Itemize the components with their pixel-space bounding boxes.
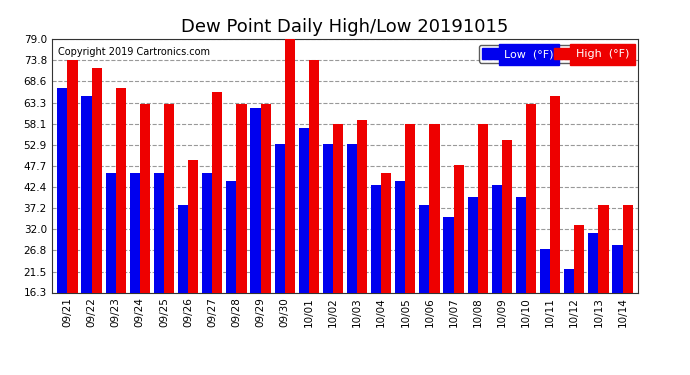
Bar: [81, 96, 92, 292]
Bar: [420, 205, 429, 292]
Bar: [395, 181, 405, 292]
Bar: [202, 172, 213, 292]
Bar: [275, 144, 285, 292]
Bar: [444, 217, 453, 292]
Bar: [213, 92, 222, 292]
Bar: [140, 104, 150, 292]
Bar: [550, 96, 560, 292]
Bar: [299, 128, 309, 292]
Bar: [429, 124, 440, 292]
Bar: [598, 205, 609, 292]
Bar: [250, 108, 261, 292]
Bar: [323, 144, 333, 292]
Bar: [130, 172, 140, 292]
Bar: [333, 124, 343, 292]
Bar: [574, 225, 584, 292]
Text: Copyright 2019 Cartronics.com: Copyright 2019 Cartronics.com: [58, 47, 210, 57]
Bar: [285, 35, 295, 292]
Bar: [477, 124, 488, 292]
Bar: [57, 88, 68, 292]
Bar: [453, 165, 464, 292]
Bar: [92, 68, 101, 292]
Title: Dew Point Daily High/Low 20191015: Dew Point Daily High/Low 20191015: [181, 18, 509, 36]
Bar: [237, 104, 246, 292]
Bar: [261, 104, 270, 292]
Bar: [613, 245, 622, 292]
Bar: [526, 104, 536, 292]
Bar: [589, 233, 598, 292]
Bar: [164, 104, 174, 292]
Bar: [492, 185, 502, 292]
Bar: [68, 60, 77, 292]
Bar: [188, 160, 198, 292]
Bar: [371, 185, 381, 292]
Bar: [106, 172, 116, 292]
Bar: [309, 60, 319, 292]
Bar: [468, 197, 477, 292]
Bar: [116, 88, 126, 292]
Bar: [502, 140, 512, 292]
Bar: [540, 249, 550, 292]
Legend: Low  (°F), High  (°F): Low (°F), High (°F): [479, 45, 633, 63]
Bar: [347, 144, 357, 292]
Bar: [622, 205, 633, 292]
Bar: [381, 172, 391, 292]
Bar: [405, 124, 415, 292]
Bar: [154, 172, 164, 292]
Bar: [178, 205, 188, 292]
Bar: [516, 197, 526, 292]
Bar: [564, 270, 574, 292]
Bar: [226, 181, 237, 292]
Bar: [357, 120, 367, 292]
